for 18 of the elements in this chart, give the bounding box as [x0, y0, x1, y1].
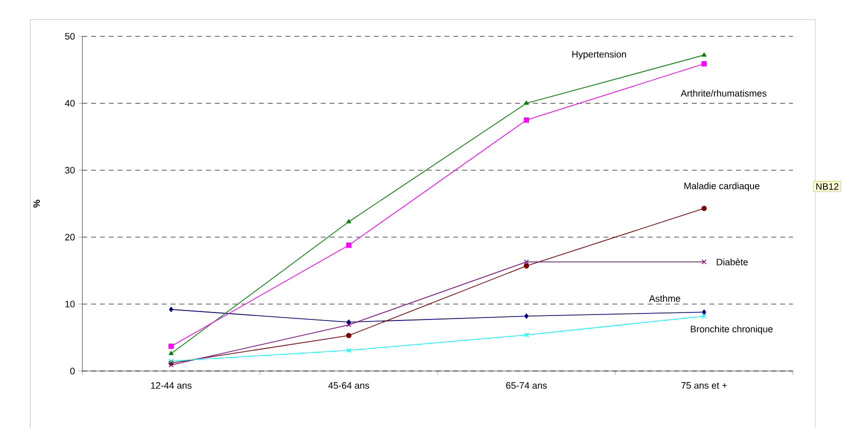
y-tick-label: 30 — [65, 166, 75, 174]
series-label: Arthrite/rhumatismes — [680, 90, 766, 97]
x-tick-label: 45-64 ans — [328, 382, 370, 389]
series-label: Bronchite chronique — [690, 326, 773, 334]
y-tick-label: 20 — [65, 234, 75, 240]
series-label: Asthme — [649, 294, 680, 302]
text: NB12 — [816, 183, 838, 190]
x-tick-label: 12-44 ans — [151, 382, 192, 389]
y-tick-label: 40 — [64, 100, 75, 107]
x-tick-label: 75 ans et + — [681, 382, 727, 389]
y-axis-title: % — [33, 200, 40, 208]
series-label: Diabète — [716, 258, 748, 266]
y-tick-label: 0 — [70, 368, 75, 374]
y-tick-label: 10 — [65, 300, 75, 308]
x-tick-label: 65-74 ans — [506, 382, 547, 389]
series-label: Hypertension — [572, 50, 626, 60]
y-tick-label: 50 — [65, 33, 75, 40]
text: Maladie cardiaque — [684, 182, 760, 192]
